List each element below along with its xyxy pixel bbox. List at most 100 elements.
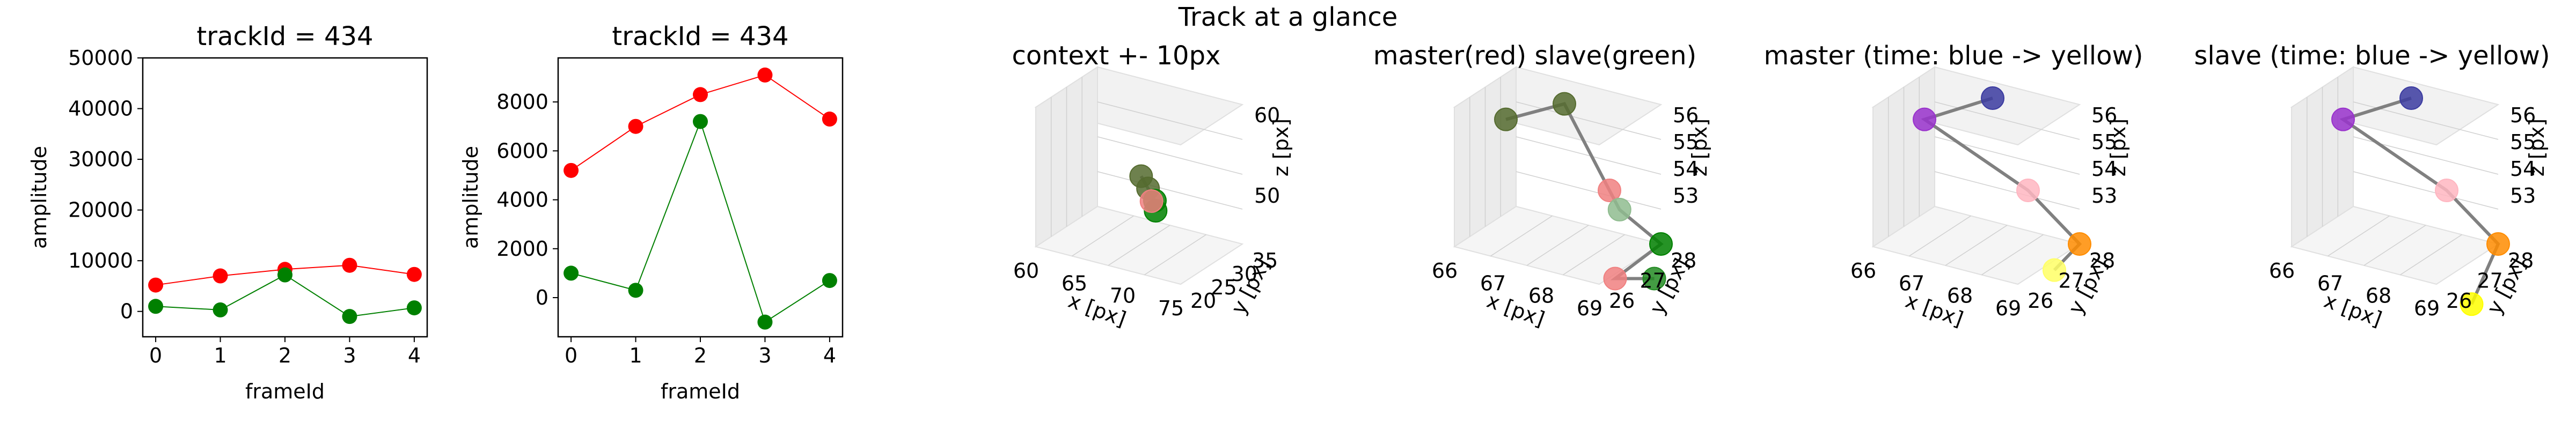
x-axis-label: frameId [661, 380, 740, 403]
y-tick-label: 28 [1671, 249, 1696, 272]
z-tick-label: 53 [2510, 184, 2536, 208]
grid-line [1981, 234, 2044, 276]
chart-title: context +- 10px [1012, 41, 1221, 71]
x-tick-label: 68 [1528, 284, 1554, 308]
series-2-point [693, 114, 708, 129]
scatter-point [1553, 92, 1576, 116]
y-tick-label: 35 [1252, 249, 1278, 272]
x-axis-label: frameId [245, 380, 325, 403]
y-tick-label: 26 [2446, 289, 2472, 313]
scatter-point [2399, 86, 2423, 110]
y-tick-label: 40000 [68, 97, 133, 121]
y-tick-label: 27 [2477, 269, 2503, 293]
x-tick-label: 4 [408, 344, 421, 367]
y-tick-label: 6000 [496, 139, 548, 162]
x-tick-label: 66 [1850, 259, 1876, 283]
series-1-point [693, 87, 708, 102]
grid-line [1097, 136, 1243, 175]
grid-line [1563, 234, 1625, 276]
grid-line [1490, 215, 1553, 257]
x-tick-label: 67 [1899, 271, 1924, 295]
x-tick-label: 1 [629, 344, 642, 367]
y-tick-label: 0 [120, 300, 133, 323]
x-tick-label: 66 [2269, 259, 2295, 283]
scatter-point [1981, 86, 2004, 110]
figure-suptitle: Track at a glance [1178, 2, 1398, 32]
x-tick-label: 4 [823, 344, 836, 367]
y-tick-label: 0 [536, 286, 548, 309]
x-tick-label: 69 [1995, 297, 2021, 320]
z-tick-label: 54 [1673, 157, 1699, 181]
series-2-point [757, 314, 773, 330]
scatter-point [2331, 107, 2355, 131]
series-1-point [628, 119, 643, 134]
y-tick-label: 27 [1640, 269, 1666, 293]
z-tick-label: 54 [2510, 157, 2536, 181]
z-tick-label: 55 [1673, 130, 1699, 154]
y-tick-label: 4000 [496, 188, 548, 212]
z-tick-label: 60 [1254, 103, 1280, 127]
scatter-point [1913, 107, 1936, 131]
x-tick-label: 67 [1480, 271, 1506, 295]
grid-line [1945, 225, 2008, 266]
y-tick-label: 50000 [68, 46, 133, 70]
z-axis-label: z [px] [1688, 119, 1711, 176]
z-tick-label: 55 [2510, 130, 2536, 154]
chart-title: trackId = 434 [196, 21, 373, 51]
z-axis-label: z [px] [2106, 119, 2130, 176]
line-chart-2: 0 1 2 3 4 0 2000 4000 6000 8000 trackId = 434 frame… [459, 21, 844, 403]
grid-line [1516, 171, 1662, 210]
x-tick-label: 75 [1158, 297, 1184, 320]
series-1-point [342, 257, 357, 273]
z-axis-label: z [px] [2525, 119, 2549, 176]
series-1-point [822, 112, 837, 127]
scatter-point [2043, 258, 2066, 282]
y-tick-label: 27 [2059, 269, 2084, 293]
series-2-point [564, 265, 579, 281]
grid-line [1072, 215, 1134, 257]
scatter-point [1598, 179, 1621, 202]
z-tick-label: 56 [1673, 103, 1699, 127]
scatter-point [2435, 179, 2458, 202]
chart-title: master (time: blue -> yellow) [1764, 41, 2143, 71]
x-tick-label: 67 [2317, 271, 2343, 295]
scatter-point [1494, 107, 1518, 131]
grid-line [2328, 215, 2390, 257]
series-2-point [148, 299, 164, 314]
z-axis-label: z [px] [1269, 119, 1293, 176]
series-1-point [148, 277, 164, 293]
scatter-point [2016, 179, 2040, 202]
grid-line [1144, 234, 1206, 276]
grid-line [1097, 171, 1243, 210]
x-tick-label: 69 [1577, 297, 1602, 320]
x-tick-label: 3 [758, 344, 771, 367]
z-tick-label: 55 [2091, 130, 2117, 154]
grid-line [1909, 215, 1971, 257]
scatter-point [1139, 189, 1163, 213]
y-tick-label: 28 [2508, 249, 2534, 272]
y-tick-label: 2000 [496, 237, 548, 261]
series-1-point [757, 67, 773, 83]
series-1-point [213, 268, 228, 284]
grid-line [2353, 171, 2499, 210]
plot-frame [142, 57, 428, 338]
series-2-point [277, 267, 292, 283]
chart-title: slave (time: blue -> yellow) [2194, 41, 2550, 71]
x-tick-label: 66 [1432, 259, 1458, 283]
grid-line [1526, 225, 1589, 266]
grid-line [1516, 101, 1662, 140]
x-tick-label: 2 [694, 344, 707, 367]
y-tick-label: 25 [1211, 276, 1236, 299]
z-tick-label: 56 [2091, 103, 2117, 127]
x-tick-label: 68 [1947, 284, 1973, 308]
x-tick-label: 70 [1110, 284, 1136, 308]
x-tick-label: 0 [149, 344, 162, 367]
series-1-point [406, 267, 422, 282]
y-tick-label: 28 [2089, 249, 2115, 272]
y-tick-label: 30000 [68, 147, 133, 171]
scatter-point [1642, 267, 1666, 291]
